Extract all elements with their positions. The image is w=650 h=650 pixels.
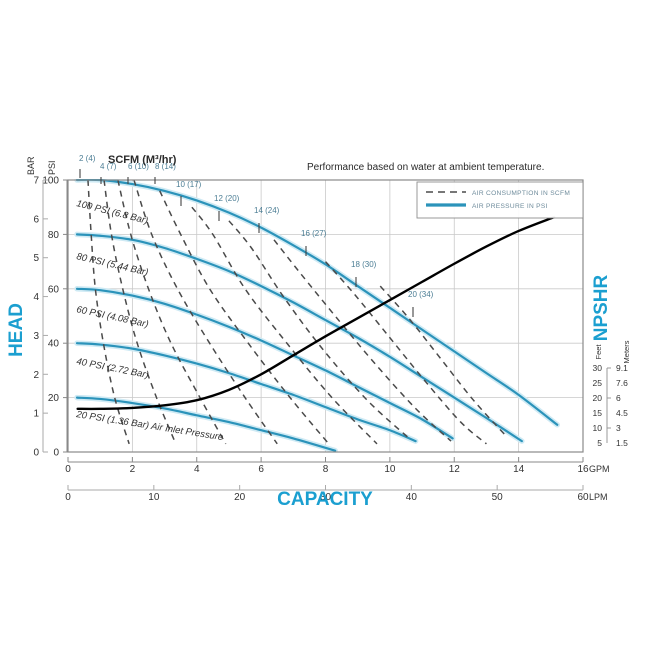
lpm-tick-label: 10 [148, 492, 160, 503]
scfm-tick-label: 2 (4) [79, 154, 96, 163]
pressure-curve [75, 396, 337, 452]
npshr-meters-unit: Meters [622, 340, 631, 363]
npshr-meters-tick-label: 4.5 [616, 408, 628, 418]
bar-tick-label: 2 [33, 370, 39, 381]
npshr-feet-unit: Feet [594, 344, 603, 360]
scfm-tick-label: 6 (10) [128, 162, 149, 171]
bar-tick-label: 0 [33, 448, 39, 459]
gpm-tick-label: 12 [449, 464, 461, 475]
lpm-axis-unit: LPM [589, 492, 608, 502]
scfm-tick-label: 20 (34) [408, 290, 434, 299]
npshr-meters-tick-label: 6 [616, 393, 621, 403]
npshr-curve [76, 215, 556, 411]
npshr-feet-tick-label: 15 [593, 408, 603, 418]
bar-tick-label: 3 [33, 331, 39, 342]
lpm-tick-label: 60 [577, 492, 589, 503]
npshr-feet-tick-label: 30 [593, 363, 603, 373]
air-consumption-curve [87, 179, 130, 445]
bar-tick-label: 6 [33, 214, 39, 225]
psi-tick-label: 100 [42, 176, 59, 187]
npshr-meters-tick-label: 1.5 [616, 438, 628, 448]
npshr-feet-tick-label: 5 [597, 438, 602, 448]
gpm-tick-label: 16 [577, 464, 589, 475]
lpm-tick-label: 50 [492, 492, 504, 503]
gpm-tick-label: 10 [384, 464, 396, 475]
legend-label-air-consumption: AIR CONSUMPTION IN SCFM [472, 190, 570, 197]
scfm-tick-label: 18 (30) [351, 260, 377, 269]
psi-tick-label: 80 [48, 230, 60, 241]
legend-label-air-pressure: AIR PRESSURE IN PSI [472, 203, 548, 210]
air-consumption-curve [324, 261, 487, 445]
capacity-axis-label: CAPACITY [277, 489, 373, 510]
npshr-feet-tick-label: 20 [593, 393, 603, 403]
pressure-curve [75, 287, 454, 440]
npshr-meters-tick-label: 9.1 [616, 363, 628, 373]
bar-tick-label: 7 [33, 176, 39, 187]
pressure-curve [75, 342, 417, 443]
psi-axis-unit: PSI [47, 160, 57, 175]
air-consumption-curve [159, 190, 330, 445]
gpm-tick-label: 4 [194, 464, 200, 475]
air-consumption-curve [103, 179, 177, 445]
scfm-tick-label: 8 (14) [155, 162, 176, 171]
scfm-tick-label: 4 (7) [100, 162, 117, 171]
scfm-axis-title: SCFM (M³/hr) [108, 154, 177, 166]
curves-layer [74, 179, 560, 452]
air-consumption-curve [228, 220, 410, 439]
gpm-tick-label: 8 [323, 464, 329, 475]
scfm-tick-label: 14 (24) [254, 206, 280, 215]
npshr-meters-tick-label: 7.6 [616, 378, 628, 388]
scfm-tick-label: 10 (17) [176, 180, 202, 189]
psi-tick-label: 0 [53, 448, 59, 459]
bar-tick-label: 1 [33, 409, 39, 420]
bar-tick-label: 4 [33, 292, 39, 303]
npshr-meters-tick-label: 3 [616, 423, 621, 433]
gpm-tick-label: 6 [258, 464, 264, 475]
lpm-tick-label: 30 [320, 492, 332, 503]
psi-tick-label: 20 [48, 393, 60, 404]
legend-box [416, 181, 584, 219]
lpm-tick-label: 40 [406, 492, 418, 503]
gpm-tick-label: 2 [130, 464, 136, 475]
lpm-tick-label: 0 [65, 492, 71, 503]
head-axis-label: HEAD [6, 303, 27, 357]
scfm-tick-label: 16 (27) [301, 229, 327, 238]
performance-note: Performance based on water at ambient te… [307, 162, 544, 173]
air-consumption-curve [273, 239, 452, 442]
bar-axis-unit: BAR [26, 156, 36, 175]
gpm-tick-label: 14 [513, 464, 525, 475]
gpm-tick-label: 0 [65, 464, 71, 475]
npshr-feet-tick-label: 25 [593, 378, 603, 388]
scfm-tick-label: 12 (20) [214, 194, 240, 203]
psi-tick-label: 40 [48, 339, 60, 350]
plot-frame [67, 179, 584, 453]
npshr-feet-tick-label: 10 [593, 423, 603, 433]
psi-tick-label: 60 [48, 284, 60, 295]
pressure-curve [75, 179, 559, 426]
air-consumption-curve [191, 206, 378, 445]
pressure-curve [75, 233, 523, 443]
npshr-axis-label: NPSHR [591, 274, 612, 341]
lpm-tick-label: 20 [234, 492, 246, 503]
gpm-axis-unit: GPM [589, 464, 610, 474]
bar-tick-label: 5 [33, 253, 39, 264]
